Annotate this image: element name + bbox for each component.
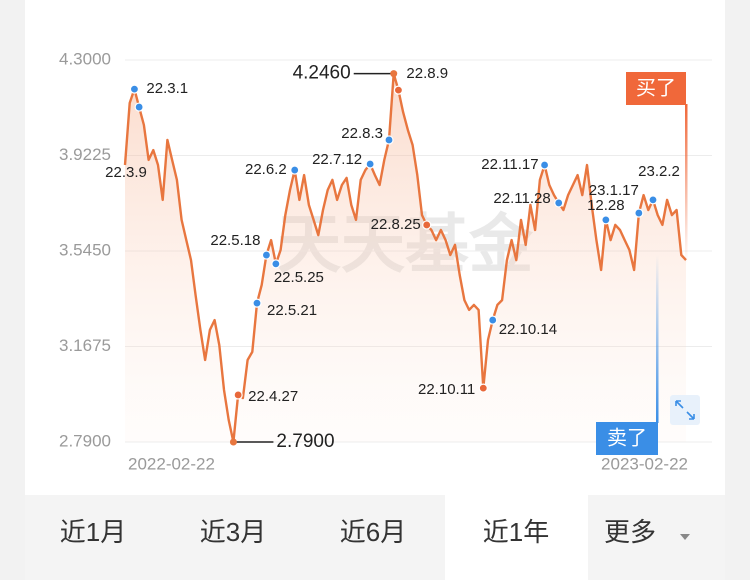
tab[interactable]: 近1年: [483, 517, 549, 547]
x-tick-label: 2023-02-22: [601, 454, 688, 473]
tab[interactable]: 近6月: [340, 517, 406, 547]
annotation-label: 12.28: [587, 197, 625, 214]
annotation-label: 23.2.2: [638, 163, 680, 180]
annotation-label: 22.6.2: [245, 161, 287, 178]
annotation-label: 22.3.1: [146, 80, 188, 97]
y-tick-label: 3.1675: [59, 336, 111, 355]
x-tick-label: 2022-02-22: [128, 454, 215, 473]
annotation-dot: [488, 315, 498, 325]
annotation-label: 22.11.28: [493, 190, 550, 207]
annotation-dot: [478, 383, 488, 393]
tab[interactable]: 更多: [604, 517, 656, 547]
y-tick-label: 2.7900: [59, 431, 111, 450]
annotation-label: 22.7.12: [312, 151, 362, 168]
annotation-label: 22.5.25: [274, 269, 324, 286]
annotation-dot: [129, 84, 140, 94]
annotation-dot: [422, 220, 432, 230]
annotation-label: 23.1.17: [589, 182, 639, 199]
buy-tag-label[interactable]: 买了: [636, 77, 676, 99]
annotation-label: 22.8.25: [371, 216, 421, 233]
annotation-dot: [554, 198, 564, 208]
annotation-label: 22.5.21: [267, 302, 317, 319]
annotation-dot: [261, 250, 272, 260]
chart: 天天基金2.79003.16753.54503.92254.30002022-0…: [59, 49, 712, 473]
buy-line: [685, 104, 688, 264]
sell-tag[interactable]: [596, 422, 658, 455]
annotation-label: 22.8.3: [341, 125, 383, 142]
extreme-dot: [390, 70, 398, 78]
buy-tag[interactable]: [626, 72, 686, 105]
extreme-dot: [229, 438, 237, 446]
annotation-label: 22.4.27: [248, 388, 298, 405]
annotation-label: 22.10.11: [418, 381, 475, 398]
y-tick-label: 3.9225: [59, 145, 111, 164]
annotation-dot: [648, 195, 658, 205]
annotation-dot: [601, 215, 611, 225]
annotation-dot: [252, 298, 262, 308]
annotation-label: 22.10.14: [499, 321, 557, 338]
annotation-dot: [634, 208, 644, 218]
annotation-dot: [134, 102, 144, 112]
y-tick-label: 3.5450: [59, 240, 111, 259]
annotation-label: 22.3.9: [105, 164, 147, 181]
sell-tag-label[interactable]: 卖了: [607, 426, 647, 449]
annotation-dot: [539, 160, 550, 170]
tab-selected-bg: [445, 495, 588, 580]
area: [125, 73, 686, 442]
annotation-dot: [290, 165, 300, 175]
expand-button[interactable]: [670, 395, 700, 425]
extreme-label: 4.2460: [293, 63, 351, 84]
annotation-label: 22.8.9: [406, 65, 448, 82]
tab[interactable]: 近1月: [60, 517, 126, 547]
annotation-dot: [365, 159, 375, 169]
annotation-dot: [393, 85, 404, 95]
y-tick-label: 4.3000: [59, 49, 111, 68]
extreme-label: 2.7900: [276, 431, 334, 452]
annotation-label: 22.5.18: [210, 232, 260, 249]
tabs: 近1月 近3月 近6月 近1年 更多: [60, 495, 690, 580]
tab[interactable]: 近3月: [200, 517, 266, 547]
expand-icon: [675, 400, 695, 420]
line: [123, 72, 687, 444]
annotation-dot: [233, 390, 243, 400]
annotation-dot: [271, 259, 281, 269]
sell-line: [656, 255, 659, 423]
annotation-dot: [384, 135, 394, 145]
annotation-label: 22.11.17: [481, 156, 538, 173]
tab-bar: [25, 495, 725, 580]
dropdown-arrow: [680, 534, 690, 540]
